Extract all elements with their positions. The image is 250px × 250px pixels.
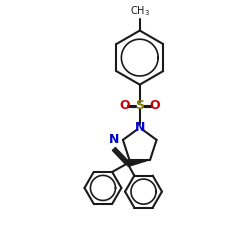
Text: O: O [150,99,160,112]
Text: N: N [109,133,119,146]
Text: O: O [119,99,130,112]
Text: N: N [134,121,145,134]
Text: S: S [135,99,144,112]
Text: CH$_3$: CH$_3$ [130,4,150,18]
Polygon shape [127,160,150,166]
